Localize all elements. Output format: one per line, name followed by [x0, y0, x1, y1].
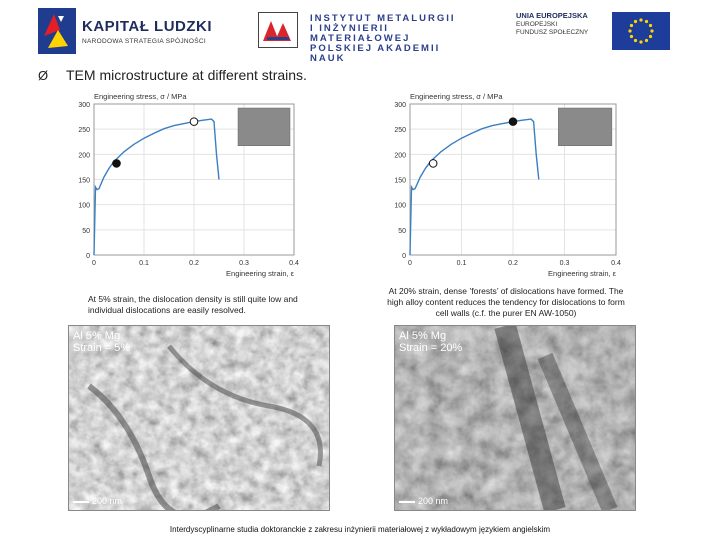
x-tick-label: 0.4	[611, 260, 621, 267]
institute-line-2: I INŻYNIERII MATERIAŁOWEJ	[310, 23, 411, 44]
x-tick-label: 0	[92, 260, 96, 267]
x-axis-label: Engineering strain, ε	[226, 269, 295, 278]
eu-flag-icon	[612, 12, 670, 50]
scale-bar-line	[399, 500, 415, 503]
x-tick-label: 0.3	[560, 260, 570, 267]
scale-bar-label: 200 nm	[92, 496, 123, 506]
eu-line-3: FUNDUSZ SPOŁECZNY	[516, 29, 589, 36]
stress-strain-chart-5pct: 0 50 100 150 200 250 300 0 0.1 0.2 0.3 0.4 Engineeri…	[78, 92, 299, 278]
institute-logo: INSTYTUT METALURGII I INŻYNIERII MATERIA…	[258, 12, 458, 64]
eu-star-icon	[648, 23, 653, 28]
stress-strain-chart-20pct: 0 50 100 150 200 250 300 0 0.1 0.2 0.3 0.4 Engineeri…	[394, 92, 621, 278]
kapital-ludzki-logo: KAPITAŁ LUDZKI NARODOWA STRATEGIA SPÓJNO…	[38, 8, 228, 54]
y-axis-label: Engineering stress, σ / MPa	[410, 92, 503, 101]
eu-star-icon	[639, 40, 643, 44]
stress-strain-curve	[93, 118, 220, 256]
inset-micrograph	[237, 107, 291, 146]
tem-micrograph-20pct: Al 5% Mg Strain = 20% 200 nm	[394, 325, 636, 511]
inset-micrograph	[558, 107, 613, 146]
y-tick-label: 200	[78, 152, 90, 159]
y-tick-label: 0	[86, 253, 90, 260]
tem-label-strain: Strain = 5%	[73, 342, 131, 354]
caption-20pct: At 20% strain, dense ’forests’ of disloc…	[387, 286, 625, 318]
slide-headline: TEM microstructure at different strains.	[66, 67, 307, 83]
eu-text: UNIA EUROPEJSKA EUROPEJSKI FUNDUSZ SPOŁE…	[516, 12, 608, 37]
y-axis-label: Engineering stress, σ / MPa	[94, 92, 187, 101]
eu-star-icon	[644, 19, 649, 24]
strain-marker-filled	[508, 117, 518, 126]
scale-bar-line	[73, 500, 89, 503]
footer-text: Interdyscyplinarne studia doktoranckie z…	[169, 525, 551, 534]
eu-star-icon	[629, 34, 634, 39]
x-tick-label: 0	[408, 260, 412, 267]
y-tick-label: 300	[394, 102, 406, 109]
logo-title: KAPITAŁ LUDZKI	[82, 18, 213, 35]
y-tick-label: 250	[394, 127, 406, 134]
institute-line-1: INSTYTUT METALURGII	[310, 13, 456, 24]
x-axis-label: Engineering strain, ε	[548, 269, 617, 278]
y-tick-label: 200	[394, 152, 406, 159]
eu-star-icon	[639, 18, 643, 22]
scale-bar: 200 nm	[399, 496, 448, 506]
stress-strain-curve	[409, 118, 540, 256]
tem-micrograph-5pct: Al 5% Mg Strain = 5% 200 nm	[68, 325, 330, 511]
plot-frame	[409, 103, 617, 256]
x-tick-label: 0.2	[189, 260, 199, 267]
y-tick-label: 50	[82, 228, 90, 235]
institute-line-3: POLSKIEJ AKADEMII NAUK	[310, 43, 441, 64]
eu-star-icon	[648, 34, 653, 39]
y-tick-label: 250	[78, 127, 90, 134]
bullet-icon: Ø	[38, 68, 49, 83]
eu-star-icon	[629, 23, 634, 28]
strain-marker-open	[189, 117, 199, 126]
x-tick-label: 0.4	[289, 260, 299, 267]
x-tick-label: 0.1	[457, 260, 467, 267]
eu-line-2: EUROPEJSKI	[516, 21, 558, 28]
y-tick-label: 100	[78, 203, 90, 210]
charts-layer: 0 50 100 150 200 250 300 0 0.1 0.2 0.3 0.4 Engineeri…	[78, 92, 621, 278]
strain-marker-open	[428, 159, 438, 168]
strain-marker-filled	[112, 159, 121, 168]
tem-label-alloy: Al 5% Mg	[73, 330, 121, 342]
caption-5pct: At 5% strain, the dislocation density is…	[88, 294, 298, 315]
x-tick-label: 0.1	[139, 260, 149, 267]
scale-bar: 200 nm	[73, 496, 122, 506]
plot-frame	[93, 103, 295, 256]
x-tick-label: 0.3	[239, 260, 249, 267]
institute-mark-icon	[258, 12, 298, 48]
tem-texture-20pct	[395, 326, 635, 510]
eu-star-icon	[644, 38, 649, 43]
kapital-ludzki-emblem-icon	[38, 8, 76, 54]
y-tick-label: 0	[402, 253, 406, 260]
y-tick-label: 50	[398, 228, 406, 235]
eu-line-1: UNIA EUROPEJSKA	[516, 11, 588, 20]
tem-label-alloy: Al 5% Mg	[399, 330, 447, 342]
eu-logo: UNIA EUROPEJSKA EUROPEJSKI FUNDUSZ SPOŁE…	[516, 10, 670, 50]
eu-star-icon	[633, 38, 638, 43]
y-tick-label: 100	[394, 203, 406, 210]
logo-subtitle: NARODOWA STRATEGIA SPÓJNOŚCI	[82, 38, 206, 45]
y-tick-label: 300	[78, 102, 90, 109]
scale-bar-label: 200 nm	[418, 496, 449, 506]
eu-star-icon	[628, 29, 632, 33]
eu-star-icon	[650, 29, 654, 33]
y-tick-label: 150	[78, 178, 90, 185]
y-tick-label: 150	[394, 178, 406, 185]
tem-texture-5pct	[69, 326, 329, 510]
institute-name: INSTYTUT METALURGII I INŻYNIERII MATERIA…	[310, 14, 458, 64]
eu-star-icon	[633, 19, 638, 24]
x-tick-label: 0.2	[508, 260, 518, 267]
tem-label-strain: Strain = 20%	[399, 342, 463, 354]
